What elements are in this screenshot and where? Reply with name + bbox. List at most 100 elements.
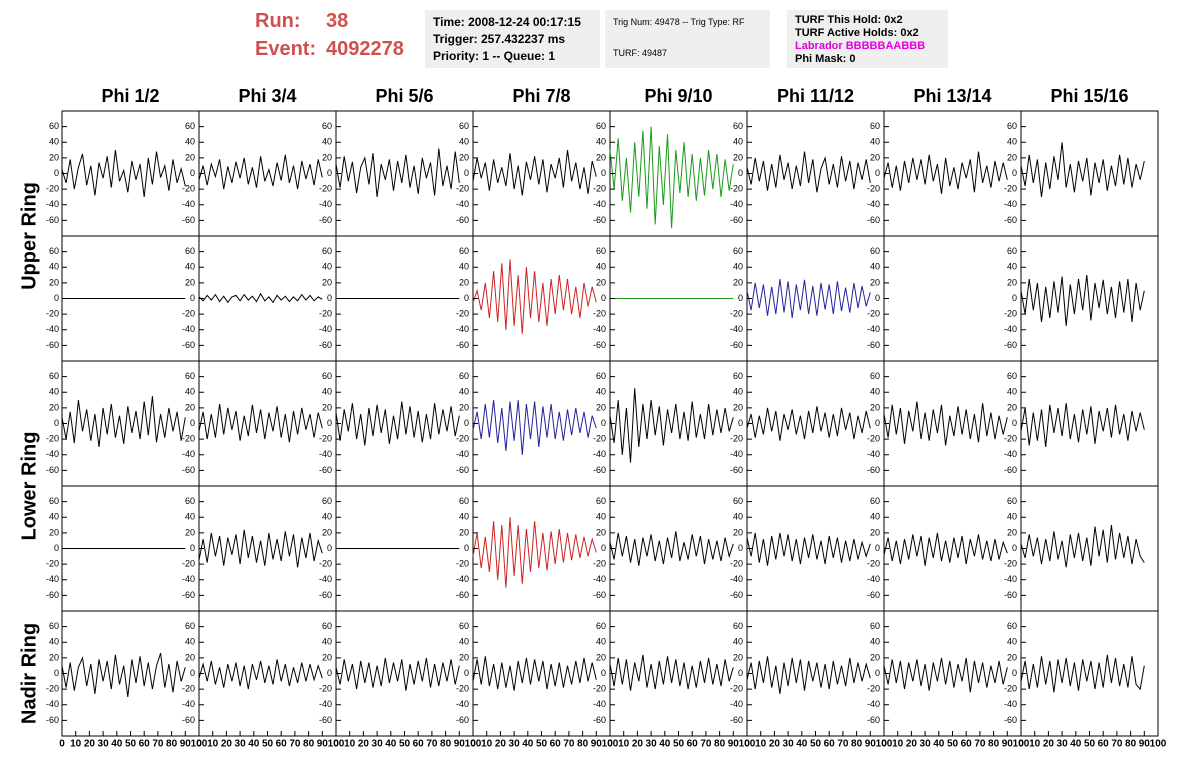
waveform bbox=[1020, 654, 1145, 693]
y-tick-label: 0 bbox=[327, 543, 332, 553]
column-label: Phi 1/2 bbox=[101, 86, 159, 106]
x-tick-label: 70 bbox=[1111, 739, 1123, 750]
y-tick-label: 60 bbox=[459, 496, 469, 506]
waveform bbox=[61, 653, 186, 697]
y-tick-label: 60 bbox=[322, 621, 332, 631]
y-tick-label: -60 bbox=[730, 340, 743, 350]
y-tick-label: 40 bbox=[870, 262, 880, 272]
info-line: TURF This Hold: 0x2 bbox=[795, 14, 903, 26]
ring-label: Nadir Ring bbox=[18, 623, 40, 724]
y-tick-label: 20 bbox=[870, 277, 880, 287]
x-tick-label: 90 bbox=[865, 739, 877, 750]
y-tick-label: 60 bbox=[870, 121, 880, 131]
info-line: Phi Mask: 0 bbox=[795, 53, 856, 65]
y-tick-label: 40 bbox=[459, 387, 469, 397]
y-tick-label: 0 bbox=[601, 543, 606, 553]
y-tick-label: -60 bbox=[1004, 465, 1017, 475]
x-tick-label: 10 bbox=[70, 739, 82, 750]
y-tick-label: -40 bbox=[730, 699, 743, 709]
y-tick-label: -20 bbox=[319, 684, 332, 694]
x-tick-label: 100 bbox=[1150, 739, 1167, 750]
waveform bbox=[61, 396, 186, 447]
y-tick-label: 0 bbox=[54, 293, 59, 303]
waveform bbox=[335, 148, 460, 197]
x-tick-label: 40 bbox=[659, 739, 671, 750]
y-tick-label: 40 bbox=[322, 387, 332, 397]
y-tick-label: -60 bbox=[1004, 715, 1017, 725]
y-tick-label: 60 bbox=[870, 621, 880, 631]
x-tick-label: 30 bbox=[1057, 739, 1069, 750]
y-tick-label: -20 bbox=[46, 309, 59, 319]
y-tick-label: 0 bbox=[875, 293, 880, 303]
y-tick-label: 20 bbox=[1007, 277, 1017, 287]
y-tick-label: -20 bbox=[593, 434, 606, 444]
y-tick-label: 20 bbox=[459, 652, 469, 662]
waveform bbox=[472, 656, 597, 691]
x-tick-label: 70 bbox=[289, 739, 301, 750]
y-tick-label: 40 bbox=[49, 512, 59, 522]
x-tick-label: 60 bbox=[139, 739, 151, 750]
x-tick-label: 80 bbox=[1125, 739, 1137, 750]
y-tick-label: -20 bbox=[456, 684, 469, 694]
waveform bbox=[472, 259, 597, 334]
column-label: Phi 11/12 bbox=[777, 86, 854, 106]
y-tick-label: 40 bbox=[596, 512, 606, 522]
y-tick-label: -40 bbox=[1004, 324, 1017, 334]
y-tick-label: 60 bbox=[596, 621, 606, 631]
y-tick-label: 40 bbox=[733, 137, 743, 147]
y-tick-label: -40 bbox=[182, 574, 195, 584]
x-tick-label: 100 bbox=[876, 739, 893, 750]
y-tick-label: -40 bbox=[730, 324, 743, 334]
y-tick-label: 40 bbox=[596, 262, 606, 272]
y-tick-label: 60 bbox=[733, 496, 743, 506]
y-tick-label: 40 bbox=[1007, 262, 1017, 272]
x-tick-label: 0 bbox=[744, 739, 750, 750]
y-tick-label: 60 bbox=[1007, 246, 1017, 256]
y-tick-label: -20 bbox=[867, 559, 880, 569]
y-tick-label: 40 bbox=[459, 512, 469, 522]
y-tick-label: -60 bbox=[1004, 590, 1017, 600]
y-tick-label: -40 bbox=[730, 199, 743, 209]
y-tick-label: -60 bbox=[46, 215, 59, 225]
y-tick-label: 20 bbox=[596, 277, 606, 287]
y-tick-label: 40 bbox=[733, 637, 743, 647]
y-tick-label: -60 bbox=[593, 465, 606, 475]
y-tick-label: -20 bbox=[182, 434, 195, 444]
y-tick-label: 20 bbox=[733, 652, 743, 662]
x-tick-label: 100 bbox=[602, 739, 619, 750]
y-tick-label: -20 bbox=[182, 309, 195, 319]
y-tick-label: 60 bbox=[49, 371, 59, 381]
y-tick-label: -60 bbox=[730, 715, 743, 725]
x-tick-label: 70 bbox=[426, 739, 438, 750]
y-tick-label: 0 bbox=[190, 293, 195, 303]
y-tick-label: 0 bbox=[1012, 293, 1017, 303]
y-tick-label: -60 bbox=[46, 340, 59, 350]
waveform bbox=[883, 657, 1008, 693]
panel-frame bbox=[883, 610, 1022, 737]
y-tick-label: 40 bbox=[596, 137, 606, 147]
x-tick-label: 70 bbox=[700, 739, 712, 750]
x-tick-label: 60 bbox=[413, 739, 425, 750]
y-tick-label: 20 bbox=[322, 652, 332, 662]
y-tick-label: 60 bbox=[185, 246, 195, 256]
x-tick-label: 30 bbox=[920, 739, 932, 750]
y-tick-label: 0 bbox=[1012, 168, 1017, 178]
y-tick-label: 0 bbox=[875, 668, 880, 678]
waveform bbox=[746, 406, 871, 441]
y-tick-label: -20 bbox=[456, 184, 469, 194]
y-tick-label: -60 bbox=[456, 465, 469, 475]
y-tick-label: 0 bbox=[601, 168, 606, 178]
y-tick-label: 0 bbox=[464, 293, 469, 303]
x-tick-label: 0 bbox=[881, 739, 887, 750]
y-tick-label: -20 bbox=[730, 684, 743, 694]
y-tick-label: 0 bbox=[190, 168, 195, 178]
x-tick-label: 50 bbox=[399, 739, 411, 750]
panel-frame bbox=[472, 110, 611, 237]
column-label: Phi 3/4 bbox=[238, 86, 296, 106]
y-tick-label: 40 bbox=[870, 137, 880, 147]
y-tick-label: -40 bbox=[182, 324, 195, 334]
column-label: Phi 5/6 bbox=[375, 86, 433, 106]
y-tick-label: -20 bbox=[730, 559, 743, 569]
y-tick-label: 0 bbox=[875, 543, 880, 553]
info-line: TURF Active Holds: 0x2 bbox=[795, 27, 919, 39]
